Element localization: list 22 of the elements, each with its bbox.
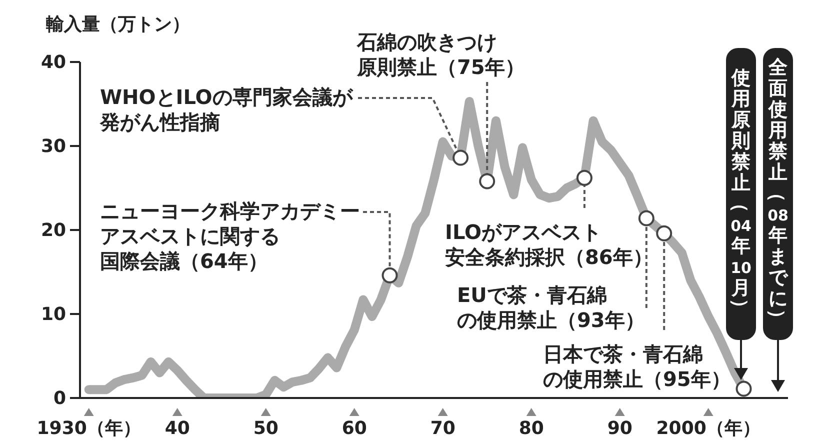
y-tick-label: 20 xyxy=(40,220,66,241)
x-tick-label: 60 xyxy=(342,418,367,439)
y-axis-title: 輸入量（万トン） xyxy=(46,13,190,36)
annotation: ILOがアスベスト安全条約採択（86年） xyxy=(445,220,653,270)
y-tick-label: 30 xyxy=(40,136,66,157)
annotation: 石綿の吹きつけ原則禁止（75年） xyxy=(357,30,525,80)
text: 使用原則禁止（04年10月） xyxy=(729,67,752,318)
x-tick-label: 40 xyxy=(164,418,190,439)
x-tick-label: 80 xyxy=(518,418,544,439)
x-tick-label: 2000（年） xyxy=(656,418,760,439)
y-tick-label: 10 xyxy=(40,304,66,325)
y-tick-label: 40 xyxy=(40,52,66,73)
x-tick-label: 70 xyxy=(430,418,456,439)
annotation: 日本で茶・青石綿の使用禁止（95年） xyxy=(543,342,731,392)
text: 全面使用禁止（08年までに） xyxy=(766,56,788,328)
x-tick-label: 50 xyxy=(253,418,278,439)
annotation: WHOとILOの専門家会議が発がん性指摘 xyxy=(100,85,352,135)
x-tick-label: 90 xyxy=(607,418,632,439)
annotation: ニューヨーク科学アカデミーアスベストに関する国際会議（64年） xyxy=(100,199,360,274)
x-tick-label: 1930（年） xyxy=(36,418,141,439)
annotation: EUで茶・青石綿の使用禁止（93年） xyxy=(457,283,645,333)
y-tick-label: 0 xyxy=(53,388,66,409)
